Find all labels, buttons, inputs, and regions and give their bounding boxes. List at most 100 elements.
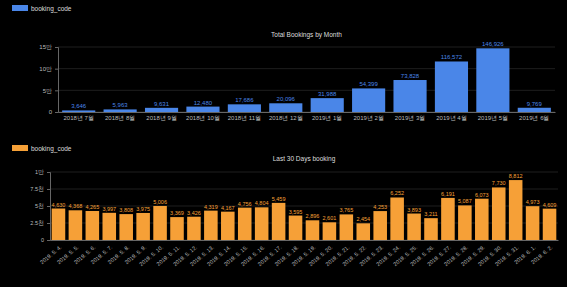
data-label: 20,096 bbox=[277, 96, 296, 102]
data-label: 3,808 bbox=[119, 207, 133, 213]
legend-swatch bbox=[12, 5, 28, 11]
chart-title: Last 30 Days booking bbox=[273, 155, 336, 163]
bar bbox=[352, 88, 385, 112]
bar bbox=[170, 217, 184, 240]
y-tick: 0 bbox=[41, 237, 50, 243]
y-tick: 0 bbox=[49, 109, 58, 115]
bar bbox=[187, 217, 201, 240]
bar bbox=[390, 197, 404, 240]
x-tick-label: 2019년 3월 bbox=[395, 115, 425, 121]
data-label: 9,769 bbox=[527, 101, 543, 107]
data-label: 73,828 bbox=[401, 73, 420, 79]
y-tick-mark bbox=[47, 223, 50, 224]
y-tick-label: 7.5천 bbox=[30, 186, 44, 192]
x-tick-label: 2019년 2월 bbox=[353, 115, 383, 121]
data-label: 4,756 bbox=[238, 201, 252, 207]
x-tick: 2018년 7월 bbox=[64, 112, 94, 121]
bar bbox=[221, 212, 235, 240]
bar bbox=[393, 80, 426, 112]
bar bbox=[136, 213, 150, 240]
x-axis-line bbox=[51, 240, 559, 241]
bar bbox=[475, 199, 489, 240]
data-label: 5,963 bbox=[113, 102, 129, 108]
data-label: 3,595 bbox=[289, 209, 303, 215]
x-tick-label: 2018년 8월 bbox=[105, 115, 135, 121]
y-tick-label: 2.5천 bbox=[30, 220, 44, 226]
bar bbox=[238, 208, 252, 240]
y-tick-mark bbox=[55, 112, 58, 113]
data-label: 3,369 bbox=[170, 210, 184, 216]
x-tick-label: 2019년 6월 bbox=[519, 115, 549, 121]
bar bbox=[186, 107, 219, 112]
data-label: 5,087 bbox=[458, 198, 472, 204]
bar bbox=[306, 220, 320, 240]
chart: 3,6465,9639,63112,48017,68620,09631,9885… bbox=[12, 5, 556, 122]
x-tick-label: 2019년 1월 bbox=[312, 115, 342, 121]
x-tick: 2019년 5월 bbox=[478, 112, 508, 121]
data-label: 3,211 bbox=[424, 211, 437, 217]
y-tick-label: 0 bbox=[49, 109, 53, 115]
legend-item: booking_code bbox=[12, 145, 72, 153]
chart-canvas: 3,6465,9639,63112,48017,68620,09631,9885… bbox=[0, 0, 567, 287]
data-label: 146,926 bbox=[482, 41, 504, 47]
y-tick-mark bbox=[47, 240, 50, 241]
data-label: 4,265 bbox=[85, 204, 99, 210]
y-tick: 1만 bbox=[35, 169, 50, 175]
plot-area bbox=[52, 180, 557, 240]
y-axis: 02.5천5천7.5천1만 bbox=[30, 169, 50, 243]
data-label: 8,812 bbox=[509, 173, 523, 179]
y-tick-mark bbox=[55, 47, 58, 48]
data-label: 3,426 bbox=[187, 210, 201, 216]
data-label: 4,973 bbox=[526, 199, 540, 205]
legend-swatch bbox=[12, 145, 28, 151]
bar bbox=[269, 103, 302, 112]
data-label: 5,459 bbox=[272, 196, 286, 202]
y-tick: 15만 bbox=[39, 44, 58, 50]
data-label: 116,572 bbox=[441, 54, 463, 60]
x-tick: 2018년 9월 bbox=[146, 112, 176, 121]
bar bbox=[441, 198, 455, 240]
x-tick: 2019년 2월 bbox=[353, 112, 383, 121]
y-tick-label: 1만 bbox=[35, 169, 44, 175]
y-axis: 05만10만15만 bbox=[39, 44, 58, 115]
x-axis: 2018년 7월2018년 8월2018년 9월2018년 10월2018년 1… bbox=[59, 112, 556, 121]
data-label: 4,804 bbox=[255, 200, 269, 206]
bar bbox=[119, 214, 133, 240]
bar bbox=[311, 98, 344, 112]
bar bbox=[492, 187, 506, 240]
bar bbox=[509, 180, 523, 240]
x-tick-label: 2019년 5월 bbox=[478, 115, 508, 121]
bar bbox=[69, 210, 83, 240]
bar bbox=[228, 104, 261, 112]
bar bbox=[356, 223, 370, 240]
chart-title: Total Bookings by Month bbox=[271, 31, 342, 39]
x-tick-label: 2018년 12월 bbox=[269, 115, 303, 121]
y-tick: 7.5천 bbox=[30, 186, 50, 192]
bar bbox=[518, 108, 551, 112]
data-label: 17,686 bbox=[235, 97, 254, 103]
bar bbox=[255, 207, 269, 240]
data-label: 3,765 bbox=[339, 207, 353, 213]
x-tick: 2019년 4월 bbox=[436, 112, 466, 121]
data-label: 31,988 bbox=[318, 91, 337, 97]
y-tick-mark bbox=[47, 206, 50, 207]
data-label: 7,730 bbox=[492, 180, 506, 186]
bar bbox=[340, 214, 354, 240]
data-label: 6,252 bbox=[390, 190, 404, 196]
data-label: 3,646 bbox=[71, 103, 87, 109]
bar bbox=[424, 218, 438, 240]
x-tick: 2018년 11월 bbox=[228, 112, 261, 121]
y-tick-mark bbox=[55, 69, 58, 70]
y-tick-mark bbox=[47, 189, 50, 190]
bar bbox=[102, 213, 116, 240]
bar bbox=[373, 211, 387, 240]
bar bbox=[543, 209, 557, 240]
x-tick-label: 2019. 6. 2. bbox=[530, 244, 554, 266]
x-tick-label: 2018년 9월 bbox=[146, 115, 176, 121]
data-label: 5,006 bbox=[153, 199, 167, 205]
data-label: 6,191 bbox=[441, 191, 455, 197]
data-label: 2,601 bbox=[323, 215, 337, 221]
bar bbox=[86, 211, 100, 240]
grid-line bbox=[50, 172, 558, 173]
bar bbox=[407, 214, 421, 240]
